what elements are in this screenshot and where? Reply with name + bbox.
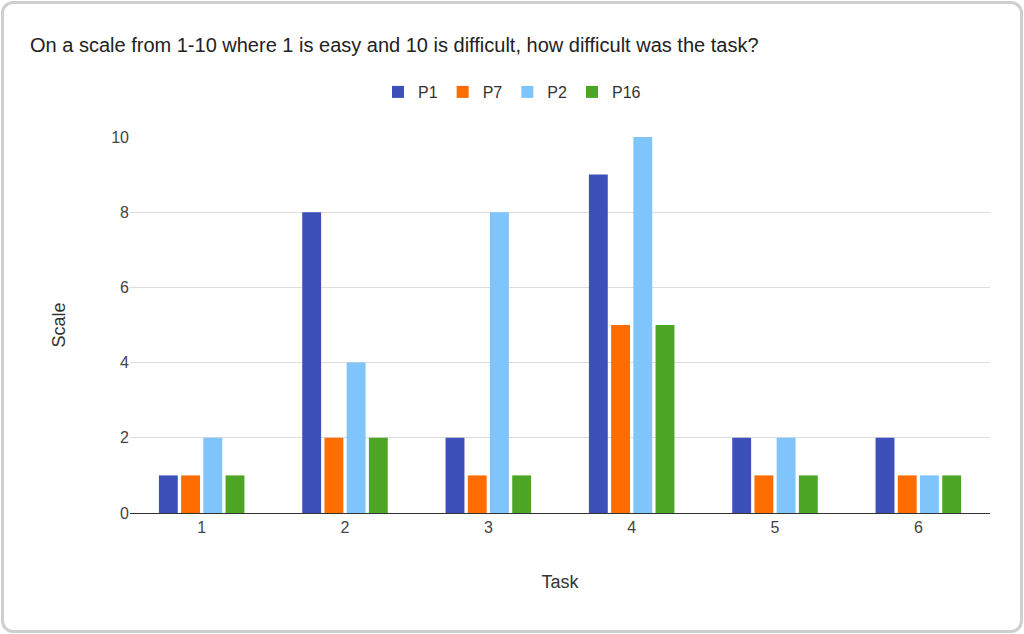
svg-text:4: 4 <box>120 354 129 371</box>
svg-text:4: 4 <box>627 519 636 536</box>
svg-text:1: 1 <box>197 519 206 536</box>
svg-text:On a scale from 1-10 where 1 i: On a scale from 1-10 where 1 is easy and… <box>30 34 759 56</box>
svg-text:P1: P1 <box>418 84 438 101</box>
svg-text:5: 5 <box>771 519 780 536</box>
svg-text:8: 8 <box>120 204 129 221</box>
svg-text:P2: P2 <box>547 84 567 101</box>
svg-text:2: 2 <box>341 519 350 536</box>
svg-text:2: 2 <box>120 429 129 446</box>
svg-text:3: 3 <box>484 519 493 536</box>
svg-text:Task: Task <box>541 572 579 592</box>
svg-text:Scale: Scale <box>49 302 69 347</box>
svg-text:10: 10 <box>111 129 129 146</box>
svg-text:P7: P7 <box>483 84 503 101</box>
svg-text:6: 6 <box>914 519 923 536</box>
svg-text:6: 6 <box>120 279 129 296</box>
svg-text:P16: P16 <box>612 84 641 101</box>
svg-text:0: 0 <box>120 505 129 522</box>
